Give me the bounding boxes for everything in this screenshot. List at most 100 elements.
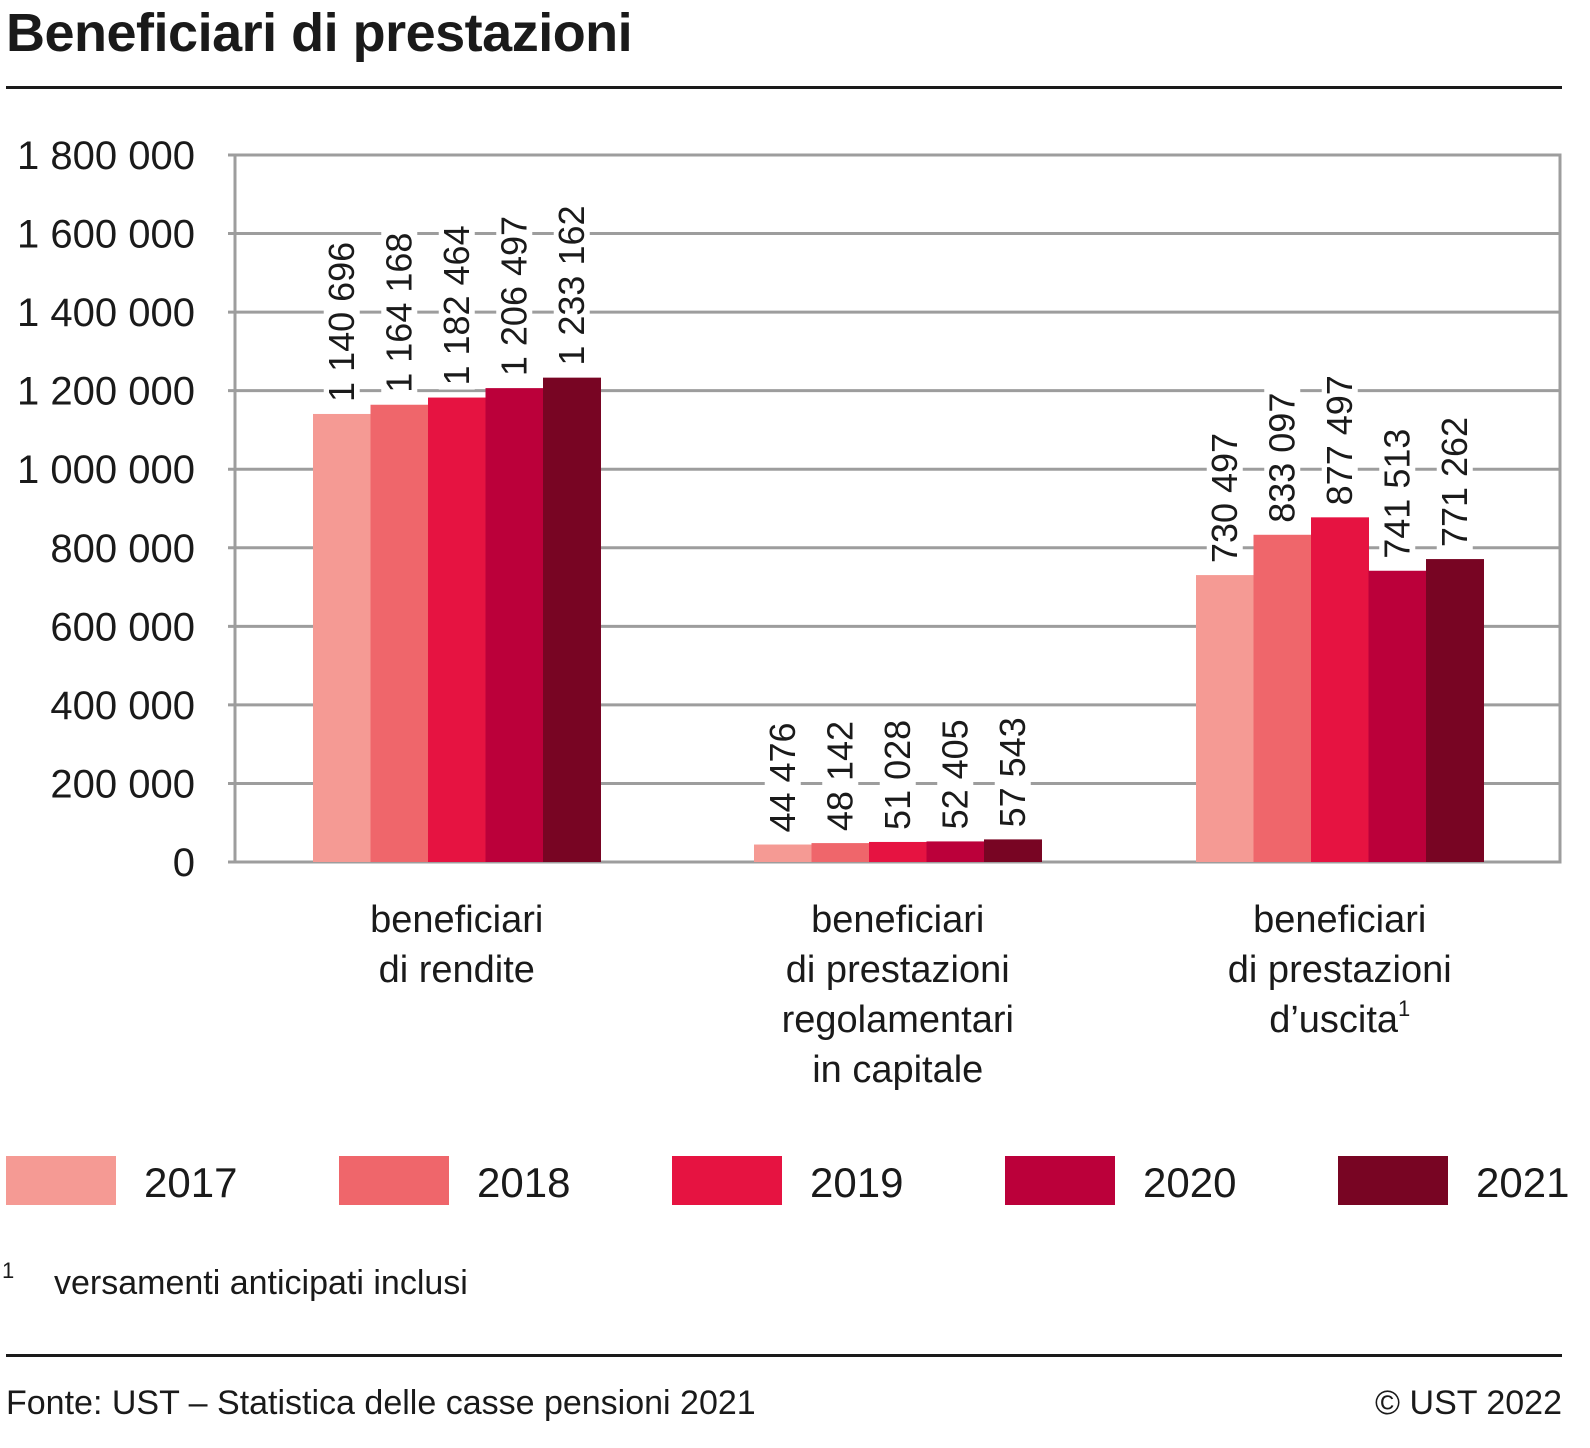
bar-2020-1 [485, 388, 544, 862]
bar-2019-1 [428, 397, 486, 862]
value-label-bg [496, 209, 533, 381]
bar-2017-3 [1196, 575, 1254, 862]
value-label-bg [764, 716, 801, 837]
value-label-group: 52 405 [934, 713, 975, 834]
value-label-bg [822, 714, 859, 836]
bar-2019-2 [869, 841, 927, 862]
value-label-bg [937, 713, 974, 834]
bar-2021-2 [984, 839, 1042, 862]
value-label-bg [553, 199, 590, 370]
value-label-bg [1436, 410, 1473, 552]
value-label-group: 1 233 162 [551, 199, 592, 370]
value-label: 730 497 [1204, 433, 1245, 563]
value-label-bg [323, 235, 360, 406]
title-divider [6, 86, 1562, 89]
category-label: regolamentari [782, 999, 1014, 1041]
value-label-group: 771 262 [1434, 410, 1475, 552]
y-tick-label: 800 000 [50, 527, 195, 571]
legend-swatch [1338, 1156, 1448, 1205]
value-label: 1 140 696 [321, 242, 362, 402]
bar-2017-2 [754, 844, 812, 862]
value-label: 48 142 [819, 721, 860, 831]
category-label: beneficiari [370, 899, 543, 941]
legend: 2017 2018 2019 2020 2021 [6, 1156, 1570, 1206]
legend-swatch [1005, 1156, 1115, 1205]
y-tick-label: 1 200 000 [17, 370, 195, 414]
value-label-group: 1 164 168 [378, 226, 419, 397]
legend-label: 2021 [1476, 1159, 1570, 1206]
value-label-group: 1 206 497 [493, 209, 534, 381]
value-label: 1 233 162 [551, 205, 592, 365]
value-label-bg [438, 219, 475, 390]
footnote-ref: 1 [1398, 996, 1410, 1021]
value-label: 52 405 [934, 719, 975, 829]
y-tick-label: 1 400 000 [17, 291, 195, 335]
value-label-group: 1 182 464 [436, 219, 477, 390]
y-tick-label: 0 [173, 841, 195, 885]
y-axis: 0 200 000 400 000 600 000 800 000 1 000 000 1 … [17, 134, 1562, 885]
legend-label: 2020 [1143, 1159, 1237, 1206]
value-label-bg [381, 226, 418, 397]
value-label: 741 513 [1376, 429, 1417, 559]
value-label-group: 44 476 [762, 716, 803, 837]
y-tick-label: 600 000 [50, 605, 195, 649]
value-label: 1 206 497 [493, 216, 534, 376]
category-label: di rendite [379, 949, 535, 991]
y-tick-label: 200 000 [50, 762, 195, 806]
value-label-bg [1379, 422, 1416, 563]
value-label: 1 182 464 [436, 225, 477, 385]
category-label: di prestazioni [786, 949, 1010, 991]
category-label: d’uscita1 [1269, 996, 1410, 1041]
source-note: Fonte: UST – Statistica delle casse pens… [6, 1384, 756, 1422]
value-label: 1 164 168 [378, 233, 419, 393]
value-label-group: 877 497 [1319, 369, 1360, 510]
bar-2018-3 [1253, 534, 1312, 862]
value-label: 51 028 [877, 720, 918, 830]
value-label-bg [1321, 369, 1358, 510]
bar-2018-1 [370, 404, 429, 862]
value-label-bg [1264, 386, 1301, 527]
value-label: 44 476 [762, 722, 803, 832]
value-label: 833 097 [1261, 393, 1302, 523]
value-label: 57 543 [992, 717, 1033, 827]
copyright: © UST 2022 [1375, 1384, 1562, 1422]
y-tick-label: 400 000 [50, 684, 195, 728]
chart-title: Beneficiari di prestazioni [6, 3, 633, 63]
value-label-group: 51 028 [877, 713, 918, 834]
value-label: 877 497 [1319, 375, 1360, 505]
value-label-group: 57 543 [992, 711, 1033, 832]
legend-swatch [6, 1156, 116, 1205]
value-label: 771 262 [1434, 417, 1475, 547]
bars [313, 377, 1484, 862]
legend-swatch [672, 1156, 782, 1205]
category-labels: beneficiari di rendite beneficiari di prest… [370, 899, 1452, 1091]
y-tick-label: 1 600 000 [17, 213, 195, 257]
value-label-group: 833 097 [1261, 386, 1302, 527]
bar-2021-1 [543, 377, 601, 862]
value-label-group: 741 513 [1376, 422, 1417, 563]
bar-2020-2 [926, 841, 985, 862]
y-tick-label: 1 800 000 [17, 134, 195, 178]
value-label-group: 1 140 696 [321, 235, 362, 406]
legend-label: 2019 [810, 1159, 904, 1206]
bar-2021-3 [1426, 559, 1484, 862]
footer-divider [6, 1354, 1562, 1357]
value-label-bg [1206, 426, 1243, 568]
bar-2020-3 [1368, 570, 1427, 862]
legend-label: 2017 [144, 1159, 238, 1206]
bar-2018-2 [811, 843, 870, 862]
value-labels: 1 140 696 1 164 168 1 182 464 1 206 497 1 23… [321, 199, 1475, 837]
y-tick-label: 1 000 000 [17, 448, 195, 492]
category-label: in capitale [812, 1049, 983, 1091]
legend-swatch [339, 1156, 449, 1205]
value-label-group: 730 497 [1204, 426, 1245, 568]
footnote-mark: 1 [2, 1258, 15, 1283]
footnote-text: versamenti anticipati inclusi [54, 1264, 468, 1302]
legend-label: 2018 [477, 1159, 571, 1206]
value-label-bg [879, 713, 916, 834]
category-label: beneficiari [811, 899, 984, 941]
category-label: di prestazioni [1228, 949, 1452, 991]
value-label-group: 48 142 [819, 714, 860, 836]
footnote: 1 versamenti anticipati inclusi [0, 1258, 800, 1302]
bar-2017-1 [313, 413, 371, 862]
